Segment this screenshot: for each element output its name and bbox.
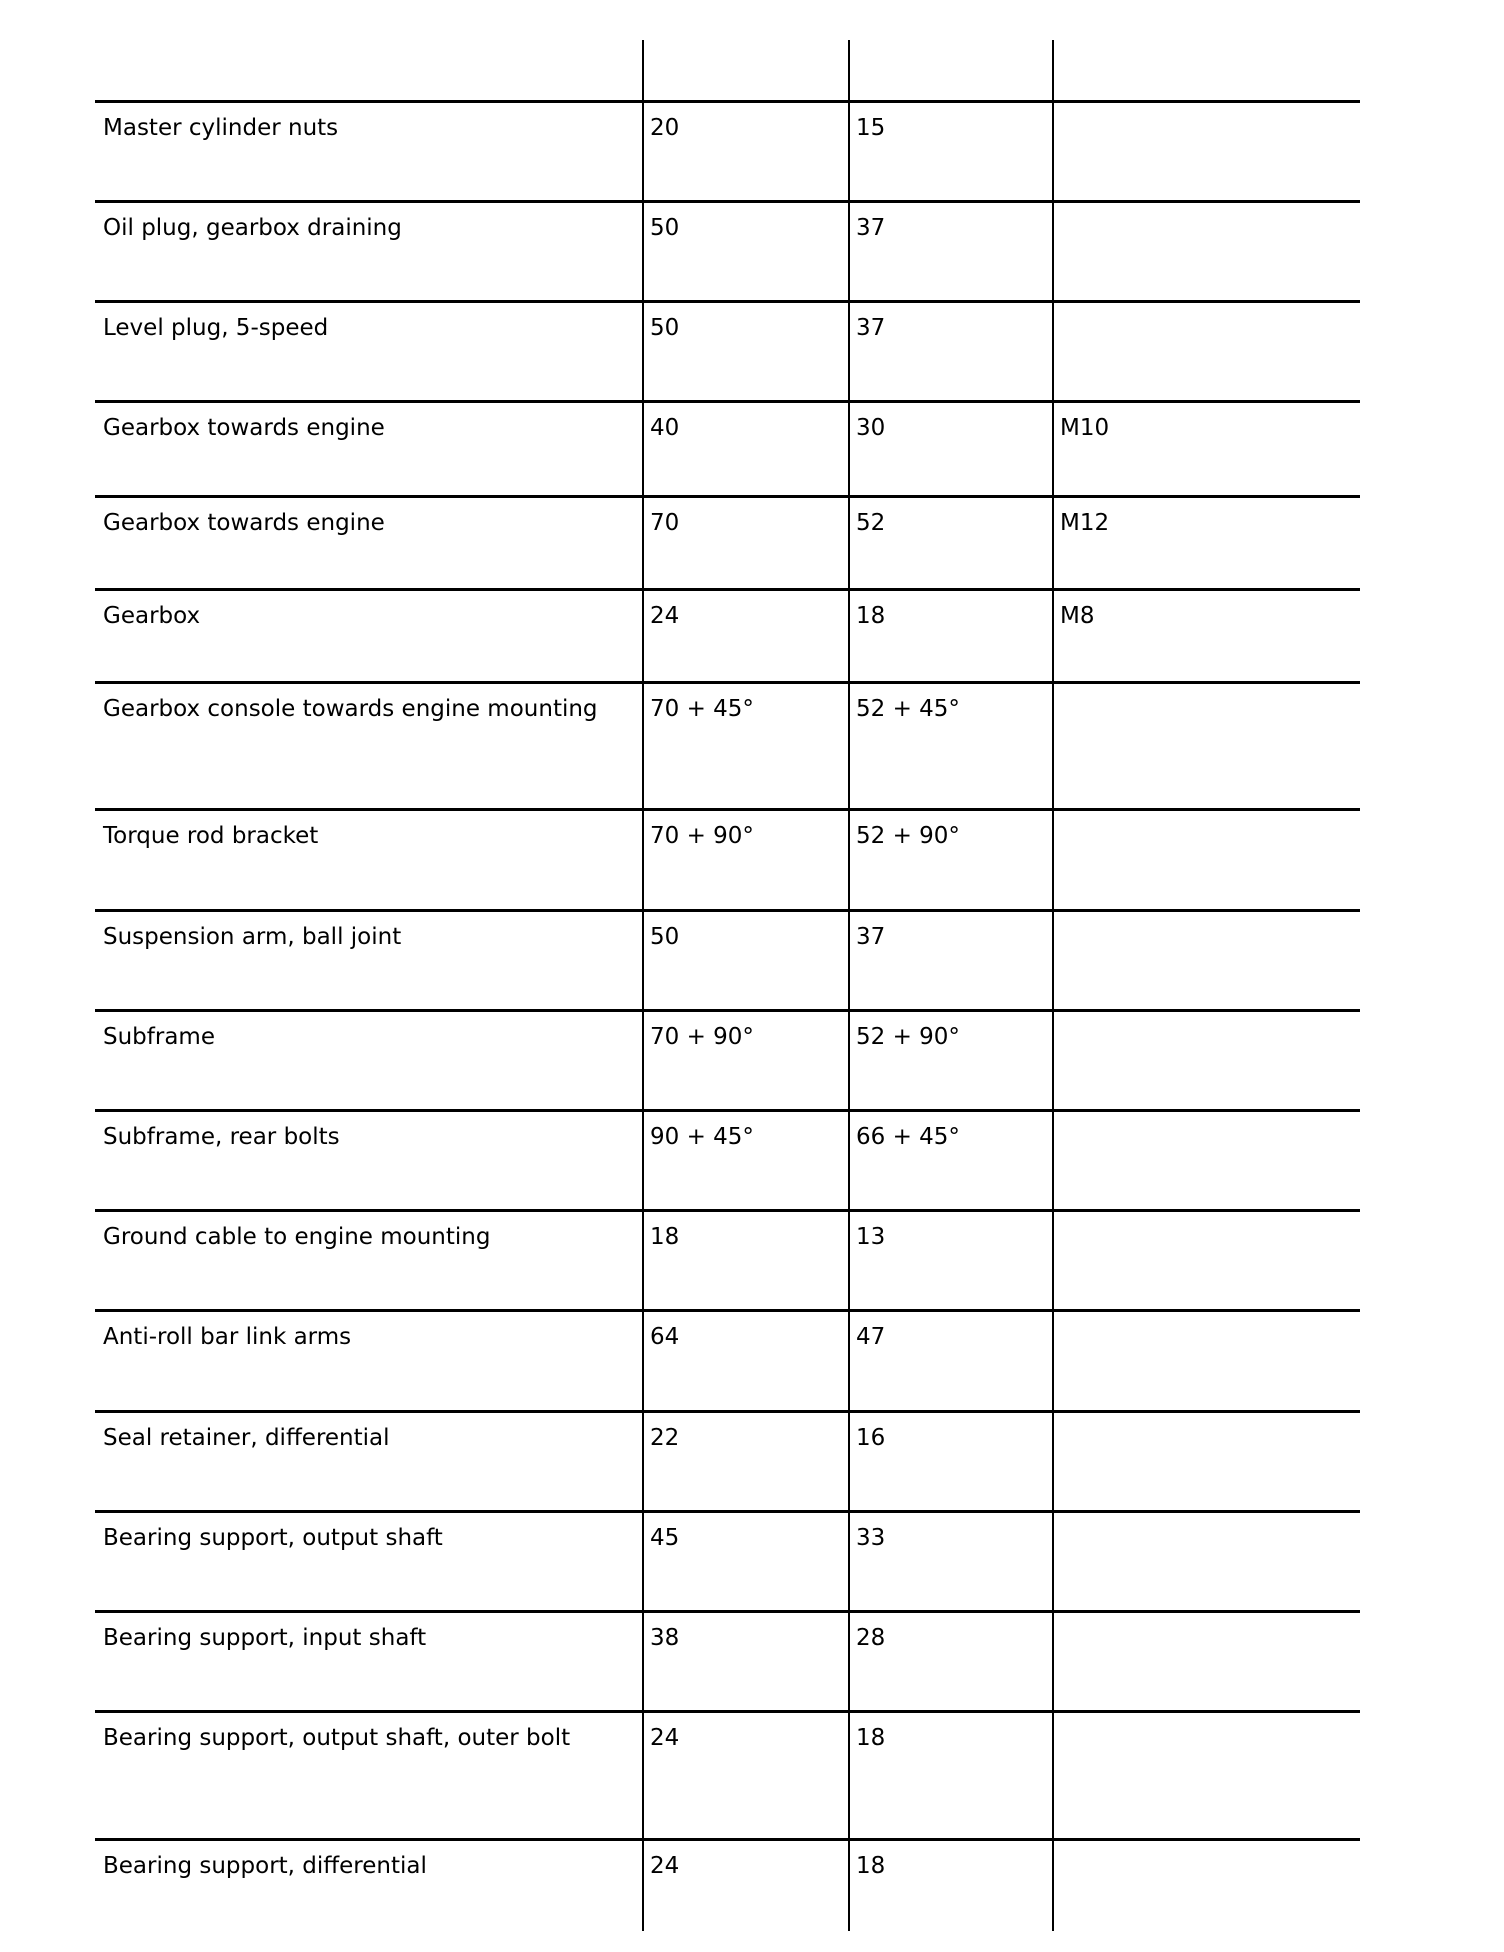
table-cell-nm: 64 <box>650 1324 680 1350</box>
table-cell-lbft: 37 <box>856 924 886 950</box>
table-cell-lbft: 28 <box>856 1625 886 1651</box>
row-divider <box>95 1009 1360 1012</box>
table-cell-nm: 70 + 90° <box>650 1024 754 1050</box>
row-divider <box>95 100 1360 103</box>
row-divider <box>95 1710 1360 1713</box>
table-cell-item: Bearing support, input shaft <box>103 1625 427 1651</box>
table-cell-lbft: 37 <box>856 215 886 241</box>
table-cell-item: Torque rod bracket <box>103 823 319 849</box>
row-divider <box>95 400 1360 403</box>
table-cell-nm: 70 <box>650 510 680 536</box>
table-cell-item: Level plug, 5-speed <box>103 315 329 341</box>
table-cell-item: Anti-roll bar link arms <box>103 1324 352 1350</box>
table-cell-nm: 90 + 45° <box>650 1124 754 1150</box>
table-cell-nm: 24 <box>650 603 680 629</box>
table-cell-lbft: 18 <box>856 1853 886 1879</box>
table-cell-item: Gearbox towards engine <box>103 510 385 536</box>
row-divider <box>95 1309 1360 1312</box>
table-cell-item: Oil plug, gearbox draining <box>103 215 402 241</box>
table-cell-nm: 24 <box>650 1725 680 1751</box>
column-divider <box>642 40 644 1931</box>
table-cell-note: M10 <box>1060 415 1110 441</box>
table-cell-nm: 70 + 45° <box>650 696 754 722</box>
table-cell-lbft: 16 <box>856 1425 886 1451</box>
table-cell-nm: 50 <box>650 315 680 341</box>
row-divider <box>95 1610 1360 1613</box>
table-cell-note: M8 <box>1060 603 1095 629</box>
table-cell-lbft: 30 <box>856 415 886 441</box>
table-cell-item: Suspension arm, ball joint <box>103 924 402 950</box>
row-divider <box>95 1109 1360 1112</box>
table-cell-item: Bearing support, differential <box>103 1853 427 1879</box>
table-cell-nm: 45 <box>650 1525 680 1551</box>
table-cell-item: Gearbox console towards engine mounting <box>103 696 598 722</box>
table-cell-nm: 50 <box>650 215 680 241</box>
table-cell-lbft: 37 <box>856 315 886 341</box>
table-cell-nm: 18 <box>650 1224 680 1250</box>
table-cell-item: Gearbox <box>103 603 201 629</box>
table-cell-nm: 20 <box>650 115 680 141</box>
table-cell-item: Seal retainer, differential <box>103 1425 390 1451</box>
table-cell-nm: 70 + 90° <box>650 823 754 849</box>
table-cell-item: Gearbox towards engine <box>103 415 385 441</box>
table-cell-lbft: 52 + 45° <box>856 696 960 722</box>
column-divider <box>1052 40 1054 1931</box>
table-cell-lbft: 33 <box>856 1525 886 1551</box>
table-cell-item: Bearing support, output shaft, outer bol… <box>103 1725 571 1751</box>
row-divider <box>95 588 1360 591</box>
table-cell-lbft: 18 <box>856 1725 886 1751</box>
table-cell-lbft: 52 + 90° <box>856 823 960 849</box>
row-divider <box>95 909 1360 912</box>
row-divider <box>95 681 1360 684</box>
table-cell-item: Ground cable to engine mounting <box>103 1224 491 1250</box>
table-cell-lbft: 13 <box>856 1224 886 1250</box>
row-divider <box>95 200 1360 203</box>
row-divider <box>95 808 1360 811</box>
row-divider <box>95 1838 1360 1841</box>
table-cell-note: M12 <box>1060 510 1110 536</box>
table-cell-lbft: 18 <box>856 603 886 629</box>
table-cell-item: Master cylinder nuts <box>103 115 339 141</box>
table-cell-item: Bearing support, output shaft <box>103 1525 443 1551</box>
row-divider <box>95 300 1360 303</box>
table-cell-nm: 38 <box>650 1625 680 1651</box>
table-cell-item: Subframe, rear bolts <box>103 1124 340 1150</box>
table-cell-nm: 22 <box>650 1425 680 1451</box>
table-cell-lbft: 52 <box>856 510 886 536</box>
table-cell-nm: 24 <box>650 1853 680 1879</box>
table-cell-lbft: 52 + 90° <box>856 1024 960 1050</box>
row-divider <box>95 1209 1360 1212</box>
row-divider <box>95 495 1360 498</box>
table-cell-nm: 40 <box>650 415 680 441</box>
row-divider <box>95 1410 1360 1413</box>
table-cell-lbft: 47 <box>856 1324 886 1350</box>
table-cell-nm: 50 <box>650 924 680 950</box>
column-divider <box>848 40 850 1931</box>
table-cell-lbft: 15 <box>856 115 886 141</box>
table-cell-lbft: 66 + 45° <box>856 1124 960 1150</box>
row-divider <box>95 1510 1360 1513</box>
table-cell-item: Subframe <box>103 1024 215 1050</box>
